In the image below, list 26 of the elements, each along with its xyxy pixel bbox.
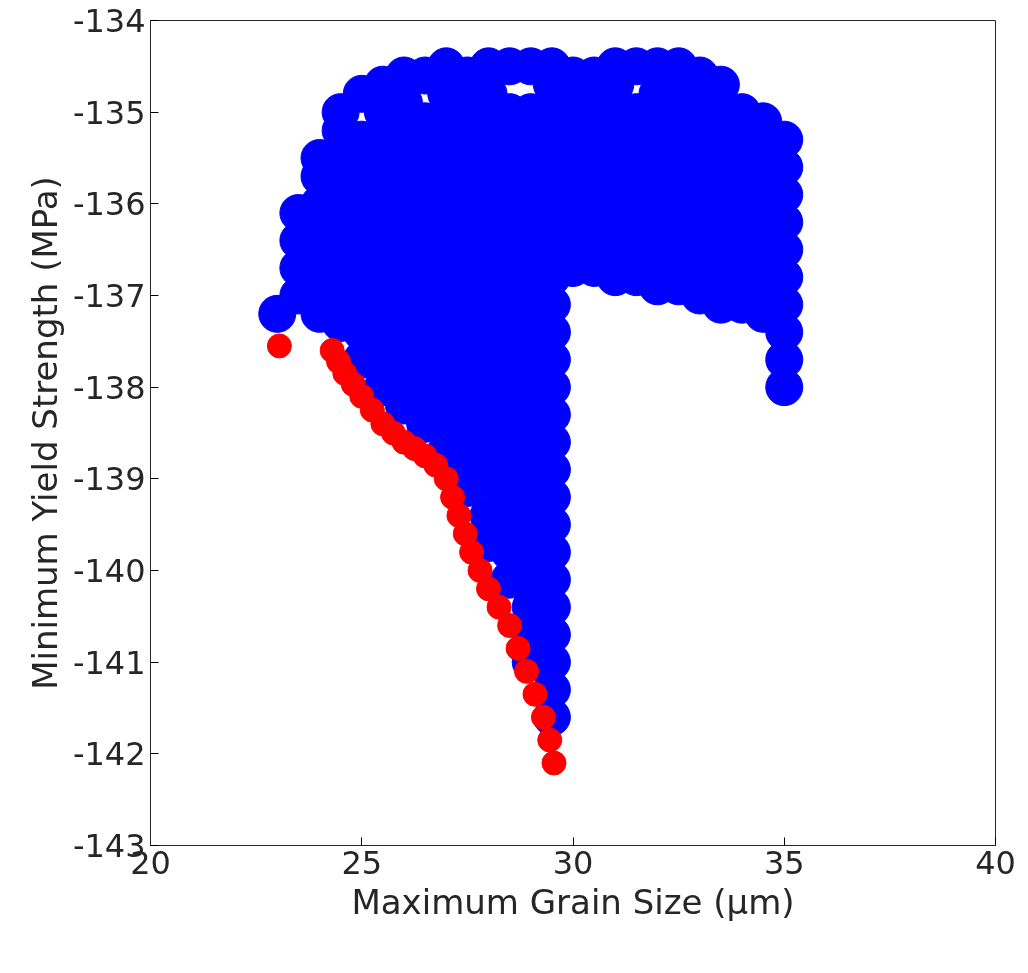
y-tick-label: -135 <box>72 93 146 132</box>
x-tick-label: 25 <box>341 843 383 882</box>
x-tick-label: 35 <box>763 843 805 882</box>
y-tick-label: -140 <box>72 552 146 590</box>
y-tick-label: -138 <box>72 368 146 407</box>
point <box>541 750 567 776</box>
point <box>476 576 501 602</box>
point <box>514 658 540 684</box>
y-tick-label: -142 <box>72 735 146 774</box>
y-tick-label: -137 <box>72 277 146 315</box>
y-tick-label: -141 <box>72 643 146 682</box>
y-axis-title: Minimum Yield Strength (MPa) <box>24 176 65 690</box>
y-tick-label: -136 <box>72 185 146 224</box>
point <box>486 594 512 620</box>
y-tick-label: -139 <box>72 460 146 499</box>
point <box>467 558 493 583</box>
point <box>505 635 531 661</box>
x-tick-label: 30 <box>552 843 594 882</box>
point <box>497 613 523 638</box>
x-tick-label: 40 <box>975 843 1016 882</box>
y-tick-label: -134 <box>72 2 146 40</box>
point <box>537 727 563 753</box>
x-axis-title: Maximum Grain Size (μm) <box>351 881 795 922</box>
point <box>459 539 485 565</box>
point <box>522 681 548 707</box>
point <box>266 333 292 359</box>
